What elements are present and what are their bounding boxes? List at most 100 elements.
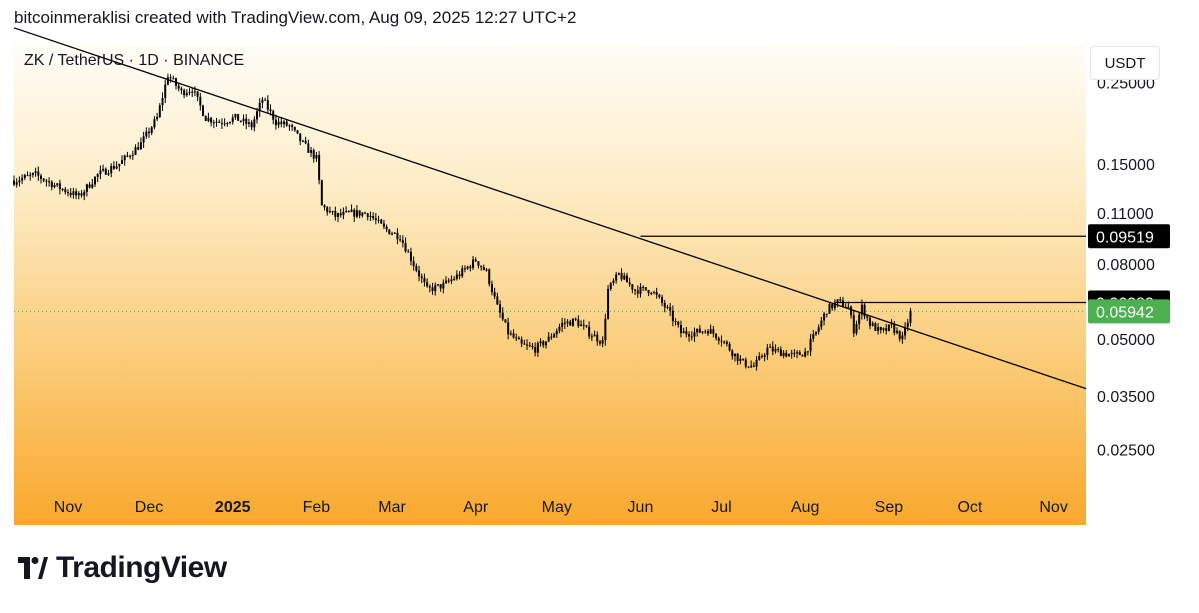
candle: [64, 186, 67, 195]
candle: [904, 322, 907, 340]
candle: [264, 97, 267, 101]
candle: [85, 183, 88, 197]
candle: [542, 340, 545, 348]
candle: [696, 328, 699, 337]
candle: [53, 182, 56, 189]
candle: [207, 112, 210, 123]
candle: [307, 139, 310, 153]
candle: [80, 190, 83, 198]
candle: [779, 346, 782, 357]
candle: [366, 212, 369, 221]
candle: [401, 235, 404, 248]
candle: [766, 343, 769, 360]
candle: [669, 303, 672, 317]
candle: [739, 355, 742, 365]
candle: [161, 92, 164, 112]
candle: [153, 116, 156, 130]
candle: [45, 178, 48, 187]
candle: [455, 270, 458, 281]
candle: [790, 349, 793, 359]
candle: [526, 339, 529, 350]
time-tick-label: 2025: [215, 499, 251, 516]
candle: [447, 278, 450, 284]
time-tick-label: Nov: [54, 499, 82, 516]
candle: [118, 163, 121, 172]
candle: [655, 287, 658, 299]
candle: [688, 331, 691, 342]
candle: [504, 319, 507, 323]
candle: [442, 279, 445, 294]
candle: [229, 121, 232, 125]
candle: [339, 208, 342, 218]
candle: [723, 340, 726, 345]
candle: [536, 341, 539, 357]
candle: [588, 321, 591, 340]
tradingview-logo[interactable]: TradingView: [18, 551, 227, 585]
candle: [247, 118, 250, 128]
candle: [482, 264, 485, 271]
time-tick-label: Feb: [303, 499, 331, 516]
candle: [566, 319, 569, 328]
candle: [747, 366, 750, 369]
candle: [312, 148, 315, 163]
candle: [172, 75, 175, 80]
candle: [701, 331, 704, 335]
price-axis[interactable]: [1086, 43, 1186, 485]
candle: [175, 77, 178, 90]
candle: [272, 109, 275, 125]
candle: [164, 79, 167, 104]
candle: [855, 320, 858, 336]
candle: [709, 324, 712, 334]
candle: [625, 272, 628, 283]
candle: [477, 260, 480, 269]
candle: [472, 255, 475, 271]
candle: [158, 103, 161, 119]
candle: [61, 188, 64, 192]
candle: [72, 187, 75, 199]
candle: [609, 282, 612, 291]
candle: [574, 317, 577, 322]
candle: [644, 287, 647, 291]
candle: [806, 351, 809, 356]
candle: [823, 311, 826, 326]
candle: [596, 331, 599, 346]
candle: [169, 74, 172, 83]
candle: [37, 166, 40, 181]
candle: [793, 349, 796, 358]
candle: [431, 282, 434, 295]
candle: [283, 119, 286, 128]
candle: [895, 327, 898, 335]
candle: [318, 151, 321, 185]
candle: [571, 318, 574, 327]
candle: [744, 357, 747, 369]
candle: [679, 320, 682, 338]
chart-plot-area[interactable]: [14, 43, 1086, 525]
candle: [242, 114, 245, 126]
candle: [879, 326, 882, 334]
candle: [48, 177, 51, 187]
candle: [69, 188, 72, 198]
candle: [836, 299, 839, 308]
currency-selector[interactable]: USDT: [1090, 46, 1160, 80]
candle: [412, 256, 415, 271]
candle: [358, 210, 361, 219]
candle: [585, 324, 588, 328]
candle: [436, 283, 439, 287]
candle: [142, 131, 145, 148]
candle: [40, 173, 43, 184]
candle: [326, 206, 329, 216]
candle: [29, 172, 32, 181]
candle: [593, 330, 596, 337]
candle: [628, 277, 631, 287]
candle: [304, 136, 307, 145]
candle: [50, 180, 53, 191]
candle: [77, 191, 80, 200]
symbol-label[interactable]: ZK / TetherUS · 1D · BINANCE: [24, 52, 245, 69]
candle: [239, 120, 242, 123]
candle: [342, 207, 345, 220]
candle: [898, 330, 901, 342]
candle: [139, 137, 142, 150]
candle: [372, 212, 375, 221]
candle: [769, 343, 772, 348]
